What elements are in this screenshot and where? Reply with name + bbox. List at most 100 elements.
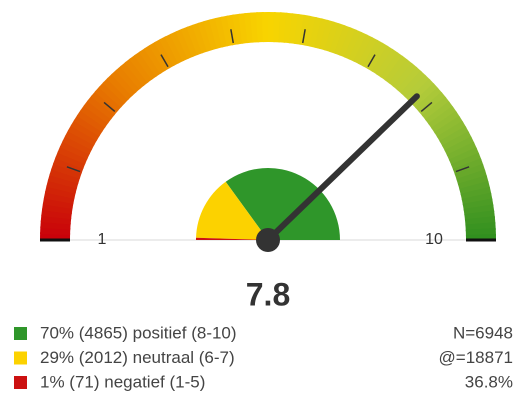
stat-note: N=6948 [453, 323, 513, 342]
band-segment [214, 16, 229, 48]
minor-tick [103, 101, 116, 113]
band-segment [348, 31, 368, 62]
band-segment [362, 39, 384, 70]
band-segment [439, 126, 470, 147]
minor-tick [66, 166, 81, 173]
band-segment [43, 190, 75, 204]
band-segment [388, 59, 413, 88]
band-segment [51, 162, 82, 179]
band-segment [380, 52, 404, 81]
minor-tick [230, 29, 235, 44]
tick-label: 1 [98, 231, 107, 248]
band-segment [460, 186, 492, 201]
band-segment [143, 44, 166, 74]
needle [259, 93, 420, 249]
pie-slice [225, 167, 340, 240]
band-segment [102, 77, 130, 104]
band-segment [448, 147, 480, 166]
band-segment [148, 41, 171, 72]
band-segment [186, 24, 204, 56]
band-segment [375, 48, 399, 78]
band-segment [80, 104, 109, 128]
gauge-value: 7.8 [246, 276, 290, 312]
band-segment [208, 17, 224, 49]
minor-tick [301, 29, 306, 44]
band-segment [119, 61, 145, 90]
band-segment [44, 185, 76, 199]
band-segment [73, 114, 103, 137]
band-segment [87, 95, 116, 120]
band-segment [70, 119, 100, 141]
band-segment [428, 105, 457, 130]
band-segment [191, 22, 209, 54]
band-segment [457, 175, 489, 191]
minor-tick [367, 54, 376, 68]
band-segment [57, 145, 88, 165]
band-segment [49, 167, 81, 184]
band-segment [197, 20, 214, 52]
band-segment [454, 163, 486, 181]
band-segment [67, 124, 98, 146]
band-segment [41, 208, 72, 220]
band-segment [41, 202, 73, 215]
band-segment [367, 42, 389, 72]
band-segment [220, 15, 234, 47]
band-segment [357, 36, 379, 67]
band-segment [334, 25, 352, 56]
band-segment [461, 192, 493, 206]
band-segment [314, 18, 329, 50]
band-segment [138, 47, 162, 77]
band-segment [442, 131, 472, 152]
band-segment [396, 66, 422, 94]
band-segment [444, 136, 475, 157]
band-segment [371, 45, 394, 75]
legend-swatch [14, 327, 27, 340]
band-segment [400, 70, 427, 98]
minor-tick [455, 166, 470, 173]
legend-swatch [14, 351, 27, 365]
band-segment [446, 141, 478, 161]
pie-slice [196, 237, 268, 240]
tick-label: 10 [425, 231, 443, 248]
band-segment [421, 96, 450, 121]
legend-label: 70% (4865) positief (8-10) [40, 323, 237, 342]
band-segment [159, 36, 180, 66]
band-segment [203, 19, 219, 51]
band-segment [304, 15, 318, 47]
band-segment [288, 13, 300, 44]
band-segment [226, 14, 239, 46]
stat-note: @=18871 [439, 348, 513, 367]
band-segment [309, 16, 323, 48]
band-segment [434, 115, 464, 138]
legend-swatch [14, 376, 27, 389]
band-segment [180, 26, 199, 58]
band-segment [154, 38, 175, 69]
band-segment [47, 173, 79, 189]
band-segment [459, 180, 491, 196]
band-segment [55, 151, 86, 170]
band-segment [76, 109, 106, 133]
band-segment [392, 62, 418, 91]
band-segment [115, 65, 141, 93]
band-segment [343, 29, 363, 60]
band-segment [106, 73, 133, 100]
band-segment [175, 28, 194, 60]
band-segment [262, 12, 270, 43]
band-segment [436, 120, 467, 143]
band-segment [46, 179, 78, 194]
band-segment [42, 196, 74, 210]
needle-hub [256, 228, 280, 252]
band-segment [450, 152, 482, 171]
band-segment [338, 27, 357, 58]
band-segment [124, 58, 149, 87]
band-segment [293, 13, 306, 45]
minor-tick [160, 54, 169, 68]
band-segment [83, 99, 112, 124]
legend-label: 1% (71) negatief (1-5) [40, 372, 205, 391]
gauge-band [40, 12, 496, 240]
band-segment [319, 19, 335, 51]
band-segment [353, 34, 374, 65]
band-segment [415, 87, 443, 113]
band-segment [64, 129, 95, 151]
band-segment [62, 134, 93, 155]
